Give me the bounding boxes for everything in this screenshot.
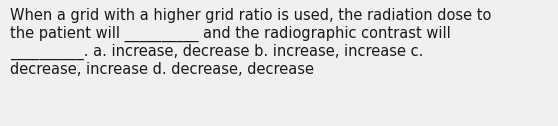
Text: the patient will __________ and the radiographic contrast will: the patient will __________ and the radi… <box>10 26 451 42</box>
Text: __________. a. increase, decrease b. increase, increase c.: __________. a. increase, decrease b. inc… <box>10 44 424 60</box>
Text: decrease, increase d. decrease, decrease: decrease, increase d. decrease, decrease <box>10 62 314 77</box>
Text: When a grid with a higher grid ratio is used, the radiation dose to: When a grid with a higher grid ratio is … <box>10 8 492 23</box>
